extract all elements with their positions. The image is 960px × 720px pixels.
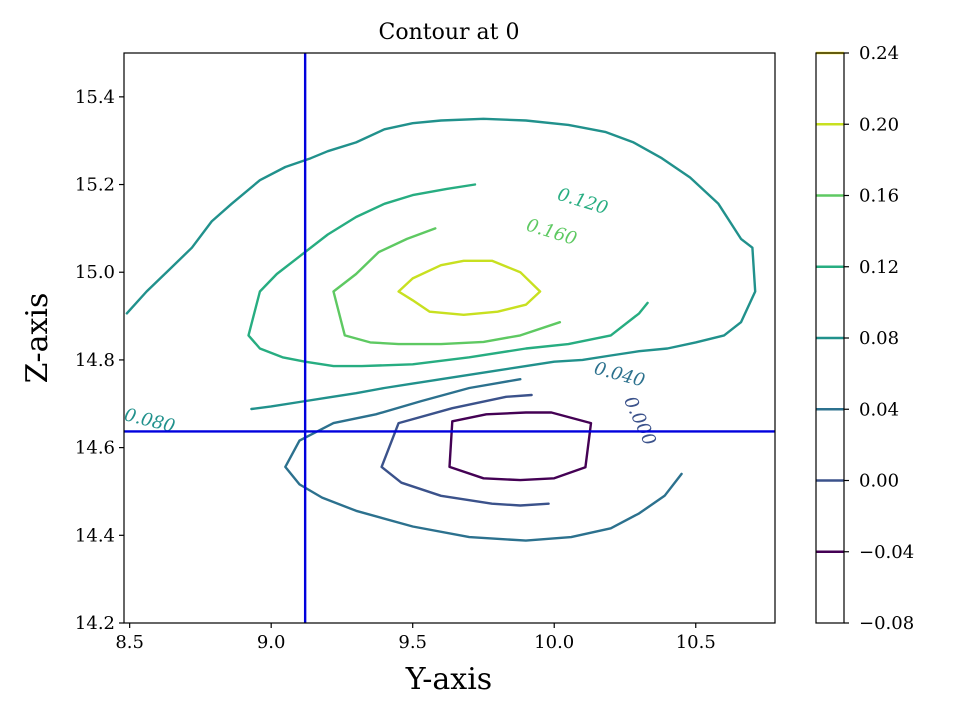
y-tick-label: 14.4 [75, 525, 115, 546]
colorbar: 0.24 0.20 0.16 0.12 0.08 0.04 0.00 −0.04 −0.08 [815, 43, 914, 634]
colorbar-tick-label: 0.12 [859, 257, 899, 278]
contour-line-5 [332, 227, 562, 346]
contour-line-2 [284, 378, 683, 542]
colorbar-tick-label: −0.04 [859, 542, 914, 563]
x-tick-label: 8.5 [115, 632, 144, 653]
x-tick-label: 9.5 [398, 632, 427, 653]
y-tick-label: 14.6 [75, 438, 115, 459]
x-tick-label: 10.5 [676, 632, 716, 653]
colorbar-tick-label: 0.16 [859, 186, 899, 207]
y-tick-label: 14.2 [75, 613, 115, 634]
contour-line-4 [247, 183, 649, 368]
colorbar-tick-label: 0.20 [859, 114, 899, 135]
chart-title: Contour at 0 [379, 20, 520, 45]
contour-line-6 [397, 259, 542, 316]
y-tick-label: 15.4 [75, 87, 115, 108]
colorbar-tick-label: 0.00 [859, 471, 899, 492]
y-axis-label: Z-axis [20, 293, 55, 384]
y-tick-label: 14.8 [75, 350, 115, 371]
contour-line-3 [125, 117, 757, 411]
x-tick-label: 9.0 [257, 632, 286, 653]
y-tick-label: 15.0 [75, 262, 115, 283]
x-axis-label: Y-axis [405, 662, 492, 697]
colorbar-tick-label: 0.04 [859, 399, 899, 420]
x-tick-label: 10.0 [534, 632, 574, 653]
plot-frame [123, 52, 776, 624]
colorbar-tick-label: −0.08 [859, 613, 914, 634]
contour-line-1 [380, 393, 550, 507]
y-tick-label: 15.2 [75, 175, 115, 196]
colorbar-tick-label: 0.08 [859, 328, 899, 349]
colorbar-tick-label: 0.24 [859, 43, 899, 64]
contour-line-0 [448, 411, 593, 482]
